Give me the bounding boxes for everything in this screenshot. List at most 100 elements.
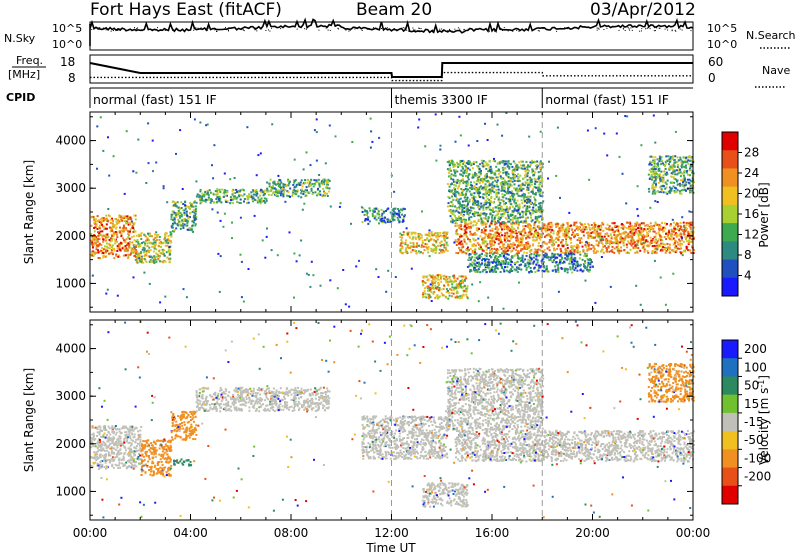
echo-cell [398,220,401,223]
echo-cell [93,221,96,224]
echo-cell [454,190,457,193]
noise-search-dot [406,29,408,31]
echo-cell [563,261,566,264]
echo-cell [617,231,620,234]
echo-cell [461,275,464,278]
noise-search-dot [157,27,158,29]
echo-cell [448,276,451,279]
echo-cell [301,188,303,191]
echo-cell [322,194,325,197]
echo-cell [389,218,392,221]
echo-cell [531,209,534,212]
echo-cell [427,248,430,251]
echo-cell [138,235,141,238]
echo-cell [553,259,555,262]
echo-cell [179,215,182,218]
echo-cell [508,226,510,229]
echo-cell [432,275,435,278]
echo-cell [554,269,557,271]
echo-cell [155,231,158,234]
echo-cell [149,249,152,252]
echo-cell [522,260,525,263]
echo-cell [527,258,530,261]
noise-search-dot [269,30,271,32]
echo-cell [178,223,181,226]
echo-cell [402,207,405,210]
echo-cell [595,232,598,235]
echo-cell [563,233,566,236]
echo-cell [685,247,688,250]
echo-cell [639,223,641,226]
echo-cell [550,240,553,243]
echo-cell [676,225,679,228]
echo-cell [180,201,183,204]
echo-cell [147,255,150,258]
echo-cell [463,279,466,282]
echo-cell [539,249,542,252]
echo-cell [213,201,216,204]
echo-cell [463,211,466,213]
noise-search-dot [622,27,624,29]
echo-cell [125,220,128,223]
echo-cell [143,248,146,251]
echo-cell [579,239,581,242]
echo-cell [651,245,654,248]
echo-cell [177,206,180,209]
echo-cell [666,222,668,225]
echo-cell [142,246,145,249]
echo-cell [182,218,185,221]
echo-cell [91,254,93,257]
echo-cell [171,222,174,225]
echo-cell [407,246,410,249]
echo-cell [265,199,268,202]
echo-cell [91,239,94,242]
echo-cell [629,230,632,233]
echo-cell [143,251,145,254]
echo-cell [454,171,457,174]
echo-cell [628,242,631,245]
echo-cell [474,256,477,259]
noise-search-dot [105,29,107,31]
echo-cell [436,274,439,277]
echo-cell [463,289,466,292]
echo-cell [174,203,177,206]
echo-cell [499,231,502,234]
echo-cell [619,241,621,244]
echo-cell [429,288,432,291]
echo-cell [536,259,539,262]
echo-cell [111,225,114,228]
echo-cell [434,251,437,254]
noise-search-dot [679,28,681,30]
echo-cell [308,184,311,187]
echo-cell [273,191,275,194]
echo-cell [126,250,129,253]
echo-cell [530,232,533,235]
echo-cell [161,248,164,251]
echo-cell [564,248,567,251]
echo-cell [442,231,445,234]
echo-cell [125,228,128,231]
noise-search-dot [494,30,495,32]
echo-cell [658,243,661,246]
echo-cell [513,243,516,246]
echo-cell [236,196,239,199]
echo-cell [513,199,516,202]
echo-cell [511,249,514,252]
echo-cell [124,254,127,257]
echo-cell [92,244,95,247]
noise-search-dot [628,28,630,30]
echo-cell [435,277,438,280]
echo-cell [154,243,157,246]
echo-cell [533,227,536,230]
echo-cell [520,199,523,202]
echo-cell [448,164,451,167]
echo-cell [521,248,524,251]
echo-cell [409,241,412,244]
echo-cell [537,234,540,237]
echo-cell [268,185,271,188]
echo-cell [173,218,176,221]
echo-cell [182,226,185,229]
echo-cell [450,189,453,192]
echo-cell [566,246,569,249]
echo-cell [325,181,328,184]
